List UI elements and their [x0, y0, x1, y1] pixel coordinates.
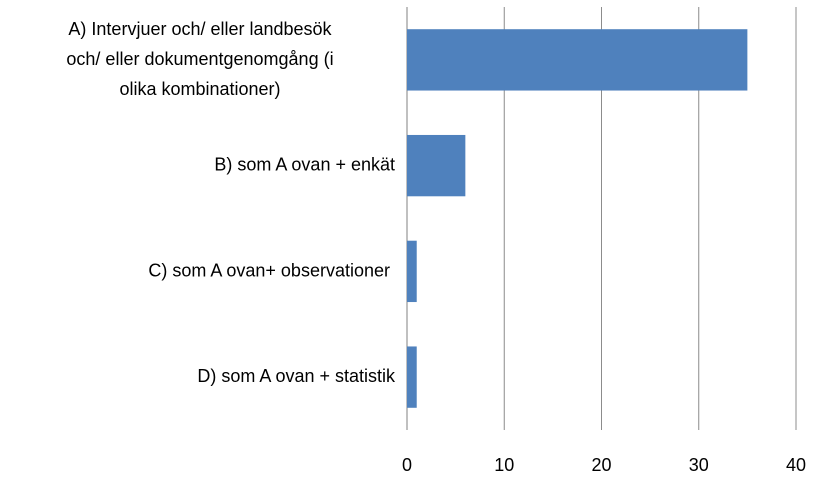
y-tick-label: C) som A ovan+ observationer — [148, 260, 395, 280]
bar — [407, 346, 417, 408]
y-tick-label: D) som A ovan + statistik — [197, 366, 396, 386]
x-tick-label: 40 — [786, 455, 806, 475]
x-tick-label: 0 — [402, 455, 412, 475]
bar — [407, 240, 417, 303]
y-tick-label: B) som A ovan + enkät — [214, 154, 395, 174]
x-tick-label: 20 — [591, 455, 611, 475]
x-tick-label: 10 — [494, 455, 514, 475]
bar — [407, 29, 748, 91]
x-tick-label: 30 — [689, 455, 709, 475]
y-tick-label: A) Intervjuer och/ eller landbesök och/ e… — [66, 19, 333, 99]
bar — [407, 134, 466, 197]
